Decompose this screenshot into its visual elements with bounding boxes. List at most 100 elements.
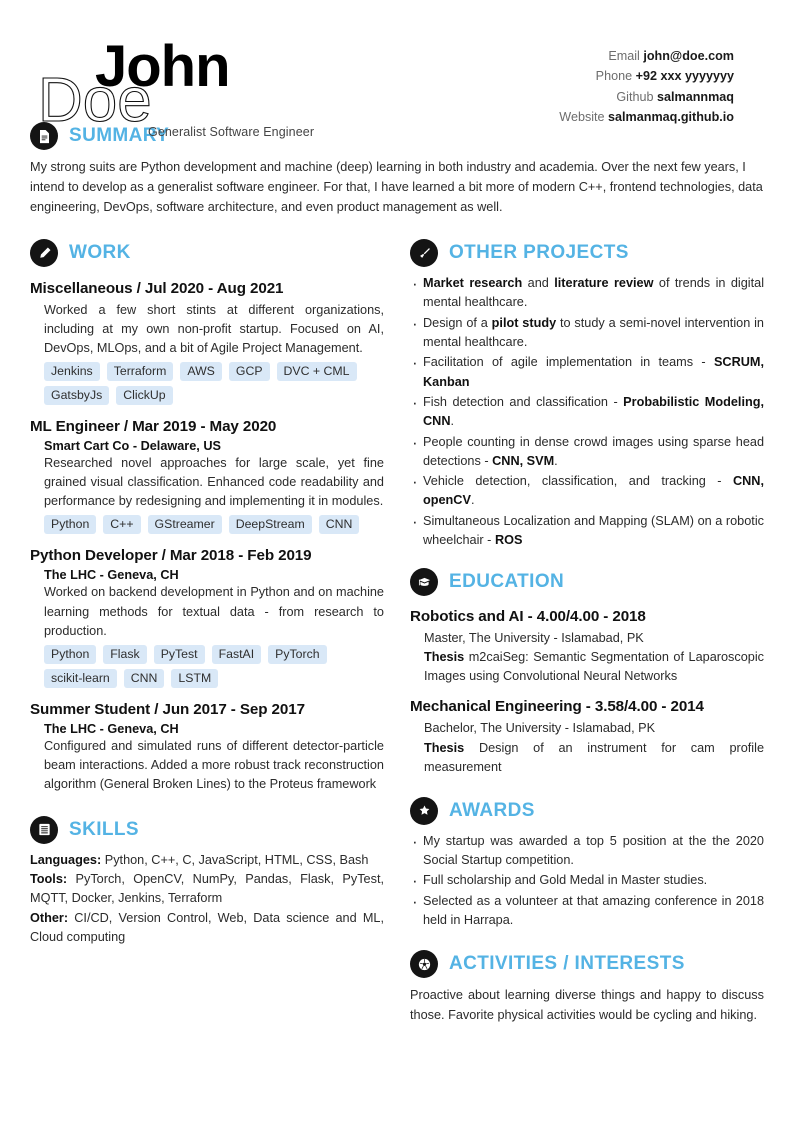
contact-github: Github salmannmaq	[616, 89, 734, 104]
section-projects: OTHER PROJECTS Market research and liter…	[410, 239, 764, 550]
job-title: ML Engineer / Mar 2019 - May 2020	[30, 418, 277, 436]
section-summary: SUMMARY My strong suits are Python devel…	[30, 122, 764, 217]
tag: PyTorch	[268, 644, 327, 664]
tag: Python	[44, 515, 97, 535]
tag: PyTest	[153, 644, 205, 664]
soccer-ball-icon	[410, 950, 438, 979]
contact-email: Email john@doe.com	[608, 49, 734, 63]
pencil-icon	[30, 239, 58, 268]
skills-heading: SKILLS	[30, 815, 384, 844]
tag: GCP	[228, 362, 270, 382]
job-subtitle: Generalist Software Engineer	[148, 125, 315, 139]
education-degree: Master, The University - Islamabad, PK	[424, 631, 644, 646]
project-item: Design of a pilot study to study a semi-…	[410, 313, 764, 353]
brush-icon	[410, 239, 438, 268]
award-item: Selected as a volunteer at that amazing …	[410, 891, 764, 931]
skill-value: Python, C++, C, JavaScript, HTML, CSS, B…	[104, 852, 369, 867]
education-degree: Bachelor, The University - Islamabad, PK	[424, 721, 656, 736]
job-tags: Python Flask PyTest FastAI PyTorch sciki…	[44, 644, 384, 688]
tag: Jenkins	[44, 362, 100, 382]
name-block: Doe John	[30, 18, 450, 133]
star-icon	[410, 796, 438, 825]
projects-title: OTHER PROJECTS	[449, 242, 629, 264]
awards-heading: AWARDS	[410, 796, 764, 825]
job-tags: Python C++ GStreamer DeepStream CNN	[44, 515, 384, 535]
job-description: Configured and simulated runs of differe…	[44, 738, 384, 791]
activities-title: ACTIVITIES / INTERESTS	[449, 953, 685, 975]
work-entry: Python Developer / Mar 2018 - Feb 2019 T…	[30, 547, 384, 688]
project-item: Facilitation of agile implementation in …	[410, 352, 764, 392]
education-thesis: Thesis Design of an instrument for cam p…	[424, 740, 765, 774]
job-description: Worked a few short stints at different o…	[44, 303, 384, 356]
skill-label: Languages:	[30, 852, 102, 867]
tag: FastAI	[211, 644, 262, 664]
work-heading: WORK	[30, 239, 384, 268]
work-entry: Miscellaneous / Jul 2020 - Aug 2021 Work…	[30, 280, 384, 406]
first-name: John	[95, 34, 231, 99]
job-title: Miscellaneous / Jul 2020 - Aug 2021	[30, 280, 284, 298]
skill-line-tools: Tools: PyTorch, OpenCV, NumPy, Pandas, F…	[30, 870, 384, 909]
document-icon	[30, 122, 58, 150]
work-entry: Summer Student / Jun 2017 - Sep 2017 The…	[30, 701, 384, 794]
tag: GStreamer	[147, 515, 222, 535]
skill-label: Other:	[30, 910, 69, 925]
education-title: EDUCATION	[449, 571, 565, 593]
summary-heading: SUMMARY	[30, 122, 764, 150]
job-tags: Jenkins Terraform AWS GCP DVC + CML Gats…	[44, 362, 384, 406]
section-education: EDUCATION Robotics and AI - 4.00/4.00 - …	[410, 568, 764, 776]
education-thesis: Thesis m2caiSeg: Semantic Segmentation o…	[424, 650, 764, 684]
job-organization: The LHC - Geneva, CH	[44, 568, 179, 583]
education-degree-title: Mechanical Engineering - 3.58/4.00 - 201…	[410, 698, 704, 716]
tag: Python	[44, 644, 97, 664]
two-column-body: WORK Miscellaneous / Jul 2020 - Aug 2021…	[30, 237, 764, 1025]
right-column: OTHER PROJECTS Market research and liter…	[410, 237, 764, 1025]
project-item: People counting in dense crowd images us…	[410, 432, 764, 472]
tag: LSTM	[171, 668, 219, 688]
award-item: Full scholarship and Gold Medal in Maste…	[410, 870, 764, 892]
job-organization: Smart Cart Co - Delaware, US	[44, 439, 221, 454]
project-item: Simultaneous Localization and Mapping (S…	[410, 511, 764, 551]
tag: GatsbyJs	[44, 386, 110, 406]
award-item: My startup was awarded a top 5 position …	[410, 831, 764, 871]
section-work: WORK Miscellaneous / Jul 2020 - Aug 2021…	[30, 239, 384, 794]
graduation-cap-icon	[410, 568, 438, 597]
tag: AWS	[180, 362, 222, 382]
education-entry: Mechanical Engineering - 3.58/4.00 - 201…	[410, 698, 764, 776]
work-entry: ML Engineer / Mar 2019 - May 2020 Smart …	[30, 418, 384, 535]
tag: DeepStream	[228, 515, 312, 535]
tag: scikit-learn	[44, 668, 117, 688]
job-description: Worked on backend development in Python …	[44, 585, 384, 638]
left-column: WORK Miscellaneous / Jul 2020 - Aug 2021…	[30, 237, 384, 1025]
job-title: Python Developer / Mar 2018 - Feb 2019	[30, 547, 312, 565]
activities-heading: ACTIVITIES / INTERESTS	[410, 950, 764, 979]
skills-title: SKILLS	[69, 818, 139, 840]
tag: C++	[103, 515, 141, 535]
section-awards: AWARDS My startup was awarded a top 5 po…	[410, 796, 764, 931]
tag: DVC + CML	[276, 362, 357, 382]
section-activities: ACTIVITIES / INTERESTS Proactive about l…	[410, 950, 764, 1025]
skill-line-other: Other: CI/CD, Version Control, Web, Data…	[30, 909, 384, 948]
awards-list: My startup was awarded a top 5 position …	[410, 831, 764, 931]
skill-label: Tools:	[30, 872, 68, 887]
job-title: Summer Student / Jun 2017 - Sep 2017	[30, 700, 305, 718]
job-description: Researched novel approaches for large sc…	[44, 456, 384, 509]
job-organization: The LHC - Geneva, CH	[44, 721, 179, 736]
skill-value: CI/CD, Version Control, Web, Data scienc…	[30, 910, 384, 944]
tag: CNN	[318, 515, 360, 535]
project-item: Vehicle detection, classification, and t…	[410, 471, 764, 511]
summary-title: SUMMARY	[69, 125, 170, 146]
tag: ClickUp	[116, 386, 173, 406]
awards-title: AWARDS	[449, 799, 535, 821]
list-icon	[30, 815, 58, 844]
summary-text: My strong suits are Python development a…	[30, 160, 763, 215]
tag: Flask	[103, 644, 147, 664]
tag: Terraform	[106, 362, 174, 382]
section-skills: SKILLS Languages: Python, C++, C, JavaSc…	[30, 815, 384, 948]
last-name: Doe	[37, 66, 152, 135]
skill-value: PyTorch, OpenCV, NumPy, Pandas, Flask, P…	[30, 872, 384, 906]
education-degree-title: Robotics and AI - 4.00/4.00 - 2018	[410, 608, 646, 626]
contact-info: Email john@doe.com Phone +92 xxx yyyyyyy…	[559, 46, 734, 128]
tag: CNN	[123, 668, 165, 688]
skill-line-languages: Languages: Python, C++, C, JavaScript, H…	[30, 851, 384, 870]
